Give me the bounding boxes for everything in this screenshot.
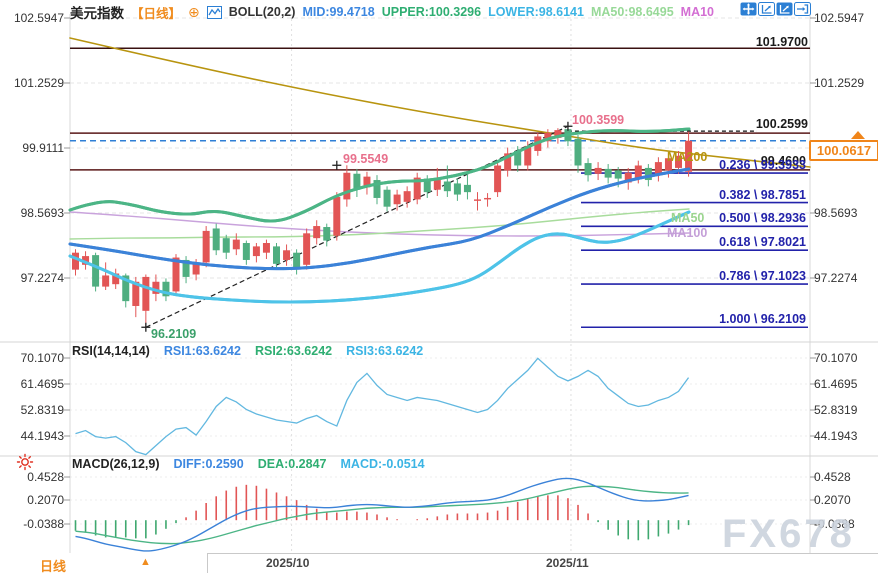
chart-type-icon[interactable] — [206, 5, 222, 19]
rsi-axis-label: 70.1070 — [20, 351, 64, 365]
rsi-axis-label: 44.1943 — [20, 429, 64, 443]
fib-level-label: 0.618 \ 97.8021 — [719, 235, 806, 250]
rsi-axis-label: 44.1943 — [814, 429, 858, 443]
date-tick-label: 2025/10 — [266, 556, 310, 570]
axis-scale-icon[interactable] — [758, 2, 775, 16]
period-selector-label: 日线 — [40, 559, 67, 573]
fib-level-label: 0.786 \ 97.1023 — [719, 269, 806, 284]
boll-upper-value: UPPER:100.3296 — [381, 5, 482, 19]
y-axis-label: 99.9111 — [22, 141, 64, 155]
indicator-name: BOLL(20,2) — [228, 5, 296, 19]
y-axis-label: 102.5947 — [814, 11, 865, 25]
chart-header: 美元指数 【日线】 ⊕ BOLL(20,2) MID:99.4718 UPPER… — [70, 2, 714, 22]
ma50-value: MA50:98.6495 — [590, 5, 674, 19]
y-axis-label: 97.2274 — [814, 271, 858, 285]
y-axis-label: 102.5947 — [13, 11, 64, 25]
axis-scale-active-icon[interactable] — [776, 2, 793, 16]
price-up-arrow-icon — [851, 131, 865, 139]
support-level-label: 99.4600 — [760, 154, 806, 168]
fib-level-label: 1.000 \ 96.2109 — [719, 312, 806, 327]
fib-level-label: 0.500 \ 98.2936 — [719, 211, 806, 226]
breakout-level-label: 100.2599 — [755, 117, 808, 131]
current-price-tag: 100.0617 — [809, 140, 878, 161]
y-axis-label: 101.2529 — [814, 76, 865, 90]
macd-indicator-name: MACD(26,12,9) — [72, 457, 160, 471]
rsi2-value: RSI2:63.6242 — [254, 344, 333, 358]
y-axis-label: 101.2529 — [13, 76, 64, 90]
rsi-axis-label: 52.8319 — [814, 403, 858, 417]
ma100-line-label: MA100 — [667, 226, 708, 240]
local-high-label: 99.5549 — [343, 152, 389, 166]
ma200-line-label: MA200 — [667, 150, 708, 164]
swing-high-label: 100.3599 — [572, 113, 625, 127]
date-axis — [0, 553, 878, 573]
macd-axis-label: 0.4528 — [27, 470, 64, 484]
ma50-line-label: MA50 — [671, 211, 705, 225]
macd-header: MACD(26,12,9) DIFF:0.2590 DEA:0.2847 MAC… — [72, 457, 425, 471]
rsi-indicator-name: RSI(14,14,14) — [72, 344, 150, 358]
rsi-axis-label: 61.4695 — [814, 377, 858, 391]
period-tag: 【日线】 — [131, 6, 182, 21]
watermark: FX678 — [722, 512, 855, 556]
swing-low-label: 96.2109 — [151, 327, 197, 341]
pan-icon[interactable] — [740, 2, 757, 16]
export-icon[interactable] — [794, 2, 811, 16]
date-tick-label: 2025/11 — [546, 556, 589, 570]
ma10-value: MA10 — [680, 5, 714, 19]
macd-hist-value: MACD:-0.0514 — [340, 457, 425, 471]
rsi1-value: RSI1:63.6242 — [163, 344, 241, 358]
fib-level-label: 0.382 \ 98.7851 — [719, 187, 806, 202]
add-indicator-icon[interactable]: ⊕ — [188, 3, 200, 20]
y-axis-label: 98.5693 — [814, 206, 858, 220]
fib-level-label: 0.236 \ 99.3933 — [719, 158, 806, 173]
rsi-axis-label: 52.8319 — [20, 403, 64, 417]
period-selector-button[interactable]: 日线 ▲ — [0, 553, 208, 573]
indicator-settings-icon[interactable] — [16, 453, 34, 476]
symbol-title: 美元指数 — [70, 6, 124, 21]
macd-axis-label: 0.4528 — [814, 470, 851, 484]
macd-axis-label: -0.0388 — [814, 517, 855, 531]
boll-mid-value: MID:99.4718 — [302, 5, 375, 19]
boll-lower-value: LOWER:98.6141 — [488, 5, 584, 19]
macd-diff-value: DIFF:0.2590 — [173, 457, 244, 471]
period-up-triangle-icon: ▲ — [140, 556, 151, 568]
rsi-header: RSI(14,14,14) RSI1:63.6242 RSI2:63.6242 … — [72, 344, 423, 358]
resistance-level-label: 101.9700 — [755, 35, 808, 49]
macd-dea-value: DEA:0.2847 — [257, 457, 327, 471]
rsi-axis-label: 70.1070 — [814, 351, 858, 365]
macd-axis-label: 0.2070 — [814, 493, 851, 507]
macd-axis-label: 0.2070 — [27, 493, 64, 507]
rsi-axis-label: 61.4695 — [20, 377, 64, 391]
chart-toolbar — [740, 2, 811, 16]
y-axis-label: 97.2274 — [20, 271, 64, 285]
rsi3-value: RSI3:63.6242 — [346, 344, 424, 358]
macd-axis-label: -0.0388 — [23, 517, 64, 531]
y-axis-label: 98.5693 — [20, 206, 64, 220]
